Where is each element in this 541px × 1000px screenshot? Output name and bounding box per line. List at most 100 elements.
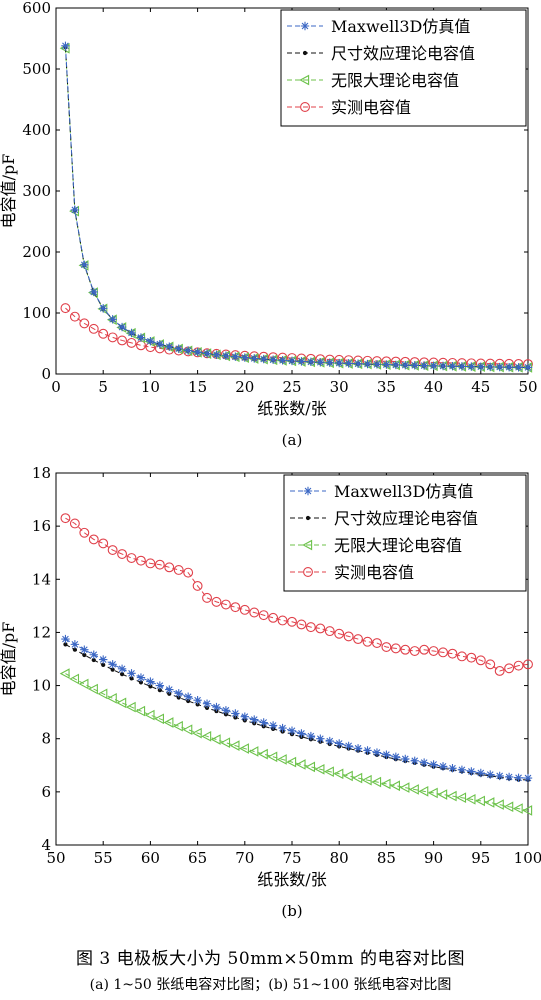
- data-point-infinite: [239, 743, 249, 754]
- data-point-maxwell: [231, 352, 240, 361]
- data-point-maxwell: [259, 354, 268, 364]
- data-point-infinite: [503, 801, 514, 813]
- data-point-maxwell: [316, 358, 325, 367]
- data-point-maxwell: [335, 739, 344, 748]
- data-point-measured: [485, 659, 496, 670]
- data-point-measured: [494, 666, 505, 676]
- data-point-infinite: [361, 774, 372, 786]
- data-point-measured: [456, 651, 467, 662]
- data-point-infinite: [116, 697, 127, 709]
- data-point-maxwell: [419, 758, 429, 767]
- data-point-maxwell: [80, 645, 89, 654]
- data-point-maxwell: [410, 361, 419, 370]
- legend-marker-infinite: [302, 539, 313, 551]
- data-point-infinite: [172, 720, 183, 732]
- data-point-maxwell: [514, 773, 523, 782]
- data-point-measured: [220, 599, 231, 610]
- data-point-measured: [409, 646, 420, 656]
- data-point-maxwell: [61, 41, 70, 51]
- x-tick-label: 70: [235, 849, 254, 867]
- data-point-infinite: [78, 678, 89, 690]
- data-point-maxwell: [410, 756, 419, 765]
- data-point-maxwell: [476, 768, 485, 778]
- data-point-infinite: [418, 786, 429, 797]
- series-line-size_effect: [65, 643, 529, 781]
- data-point-infinite: [182, 724, 193, 735]
- data-point-maxwell: [108, 660, 117, 669]
- x-tick-label: 40: [424, 378, 443, 396]
- data-point-infinite: [427, 787, 438, 799]
- y-tick-label: 400: [22, 121, 51, 139]
- data-point-size_effect: [119, 672, 125, 677]
- data-point-measured: [173, 565, 184, 575]
- data-point-measured: [428, 646, 439, 656]
- data-point-maxwell: [467, 767, 476, 776]
- data-point-maxwell: [486, 770, 495, 779]
- x-tick-label: 5: [98, 378, 108, 396]
- data-point-infinite: [493, 799, 504, 810]
- data-point-size_effect: [72, 647, 77, 652]
- data-point-maxwell: [70, 205, 80, 215]
- panel-label: (a): [282, 431, 303, 449]
- data-point-maxwell: [80, 260, 89, 270]
- data-point-infinite: [163, 717, 174, 728]
- data-point-measured: [400, 644, 411, 655]
- data-point-infinite: [408, 784, 419, 795]
- data-point-maxwell: [401, 360, 410, 370]
- data-point-measured: [334, 628, 345, 639]
- data-point-infinite: [257, 748, 268, 760]
- x-tick-label: 15: [188, 378, 207, 396]
- data-point-maxwell: [344, 359, 353, 368]
- data-point-size_effect: [91, 657, 96, 663]
- data-point-measured: [183, 567, 194, 578]
- data-point-measured: [88, 323, 99, 334]
- data-point-measured: [504, 663, 515, 674]
- x-tick-label: 65: [188, 849, 207, 867]
- data-point-maxwell: [155, 681, 165, 690]
- data-point-infinite: [125, 701, 136, 713]
- y-tick-label: 6: [41, 783, 51, 801]
- data-point-measured: [258, 610, 269, 621]
- data-point-maxwell: [495, 362, 504, 372]
- data-point-infinite: [106, 693, 117, 704]
- data-point-size_effect: [82, 652, 87, 658]
- data-point-maxwell: [250, 354, 259, 363]
- data-point-infinite: [276, 754, 287, 765]
- data-point-infinite: [144, 709, 155, 721]
- data-point-size_effect: [101, 662, 106, 667]
- x-tick-label: 90: [424, 849, 443, 867]
- x-tick-label: 50: [46, 849, 65, 867]
- data-point-maxwell: [146, 336, 155, 346]
- data-point-maxwell: [457, 362, 467, 371]
- data-point-maxwell: [523, 773, 533, 783]
- data-point-size_effect: [110, 667, 115, 672]
- data-point-infinite: [465, 793, 476, 805]
- data-point-maxwell: [391, 752, 401, 761]
- data-point-infinite: [484, 797, 495, 808]
- data-point-maxwell: [183, 346, 193, 355]
- data-point-measured: [296, 619, 307, 630]
- data-point-maxwell: [363, 359, 372, 369]
- data-point-infinite: [314, 763, 325, 775]
- data-point-measured: [117, 335, 128, 346]
- data-point-maxwell: [523, 363, 533, 372]
- x-tick-label: 25: [282, 378, 301, 396]
- data-point-maxwell: [504, 362, 514, 372]
- data-point-maxwell: [202, 699, 212, 708]
- data-point-measured: [69, 518, 80, 529]
- data-point-maxwell: [268, 721, 278, 730]
- data-point-infinite: [87, 683, 98, 695]
- data-point-maxwell: [165, 342, 174, 351]
- data-point-measured: [98, 328, 109, 339]
- x-tick-label: 85: [377, 849, 396, 867]
- data-point-measured: [60, 513, 71, 524]
- legend-marker-size_effect: [302, 50, 308, 56]
- data-point-infinite: [220, 737, 231, 749]
- data-point-maxwell: [99, 304, 108, 313]
- data-point-measured: [466, 652, 477, 663]
- data-point-infinite: [352, 772, 363, 784]
- data-point-measured: [362, 636, 373, 647]
- data-point-maxwell: [165, 685, 174, 694]
- data-point-maxwell: [372, 748, 382, 757]
- data-point-measured: [324, 626, 335, 637]
